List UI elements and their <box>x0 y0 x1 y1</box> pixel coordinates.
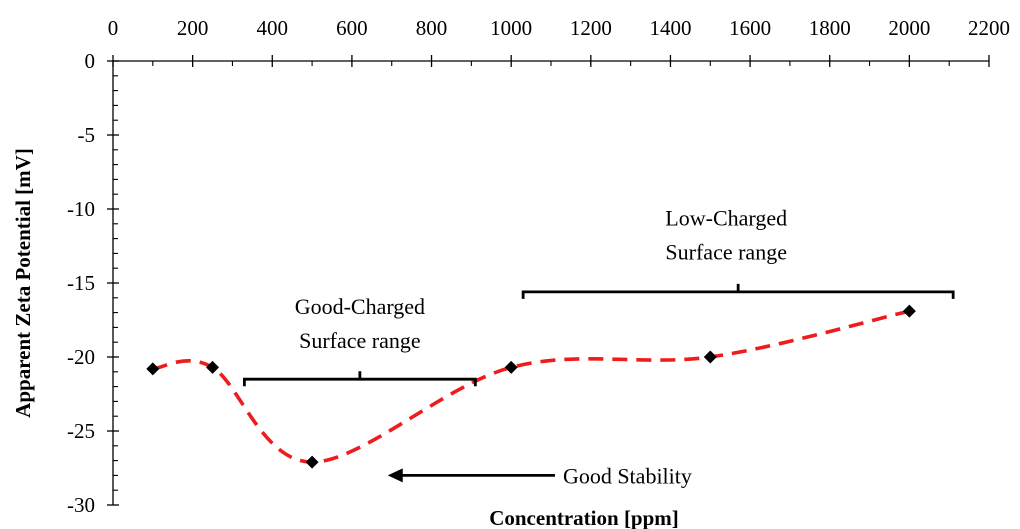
series-line-layer <box>152 309 910 464</box>
x-tick-label: 1800 <box>809 16 851 40</box>
x-tick-label: 200 <box>177 16 209 40</box>
annotation-bracket <box>243 371 477 387</box>
annotation-text: Good-Charged <box>295 294 425 319</box>
annotations-layer: Good-Charged Surface range Low-Charged Surf… <box>243 205 955 488</box>
y-ticks: 0 -5 -10 -15 -20 -25 -30 <box>67 49 119 517</box>
data-point <box>703 350 717 364</box>
series-line <box>152 309 910 464</box>
annotation-text: Surface range <box>665 239 787 264</box>
x-tick-label: 0 <box>108 16 119 40</box>
x-tick-label: 1000 <box>490 16 532 40</box>
data-point <box>305 455 319 469</box>
annotation-text: Surface range <box>299 328 421 353</box>
x-ticks: 0 200 400 600 800 1000 1200 1400 1600 1800 2000 220… <box>108 16 1010 67</box>
y-tick-label: -5 <box>78 123 96 147</box>
y-tick-label: -15 <box>67 271 95 295</box>
annotation-bracket <box>521 283 955 299</box>
y-tick-label: 0 <box>85 49 96 73</box>
data-points <box>146 304 916 469</box>
x-tick-label: 1200 <box>570 16 612 40</box>
y-tick-label: -20 <box>67 345 95 369</box>
x-tick-label: 600 <box>336 16 368 40</box>
y-tick-label: -25 <box>67 419 95 443</box>
annotation-arrowhead <box>387 468 403 483</box>
x-tick-label: 800 <box>416 16 448 40</box>
x-tick-label: 2000 <box>888 16 930 40</box>
x-axis-title: Concentration [ppm] <box>489 506 679 529</box>
data-point <box>504 360 518 374</box>
annotation-text: Good Stability <box>563 463 692 488</box>
x-tick-label: 1400 <box>649 16 691 40</box>
y-axis-title: Apparent Zeta Potential [mV] <box>11 148 35 418</box>
x-tick-label: 2200 <box>968 16 1010 40</box>
x-tick-label: 1600 <box>729 16 771 40</box>
y-tick-label: -30 <box>67 493 95 517</box>
annotation-text: Low-Charged <box>665 205 787 230</box>
data-point <box>902 304 916 318</box>
data-point <box>146 362 160 376</box>
axes-layer <box>112 60 989 505</box>
y-tick-label: -10 <box>67 197 95 221</box>
x-tick-label: 400 <box>257 16 289 40</box>
data-point <box>206 360 220 374</box>
